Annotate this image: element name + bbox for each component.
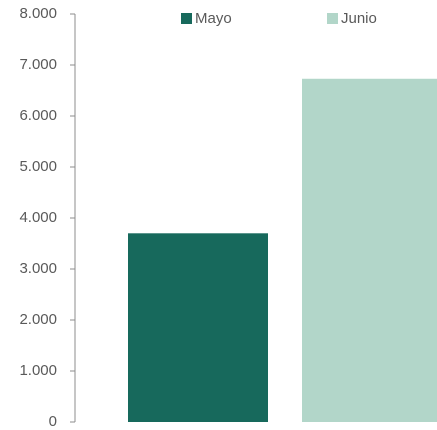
bar-mayo [128, 233, 268, 422]
y-axis: 0 1.000 2.000 3.000 4.000 5.000 6.000 7.000 8.00… [19, 5, 76, 430]
y-tick-label: 8.000 [19, 5, 57, 22]
y-tick-label: 6.000 [19, 107, 57, 124]
legend-label-junio: Junio [341, 10, 377, 27]
y-tick-label: 3.000 [19, 260, 57, 277]
y-tick-label: 5.000 [19, 158, 57, 175]
legend-swatch-junio [327, 13, 338, 24]
bars [128, 78, 437, 423]
y-tick-label: 4.000 [19, 209, 57, 226]
y-tick-label: 1.000 [19, 362, 57, 379]
y-tick-label: 0 [49, 413, 57, 430]
bar-junio [302, 78, 437, 423]
legend-label-mayo: Mayo [195, 10, 232, 27]
y-tick-label: 7.000 [19, 56, 57, 73]
legend: Mayo Junio [181, 10, 377, 27]
legend-swatch-mayo [181, 13, 192, 24]
y-tick-label: 2.000 [19, 311, 57, 328]
